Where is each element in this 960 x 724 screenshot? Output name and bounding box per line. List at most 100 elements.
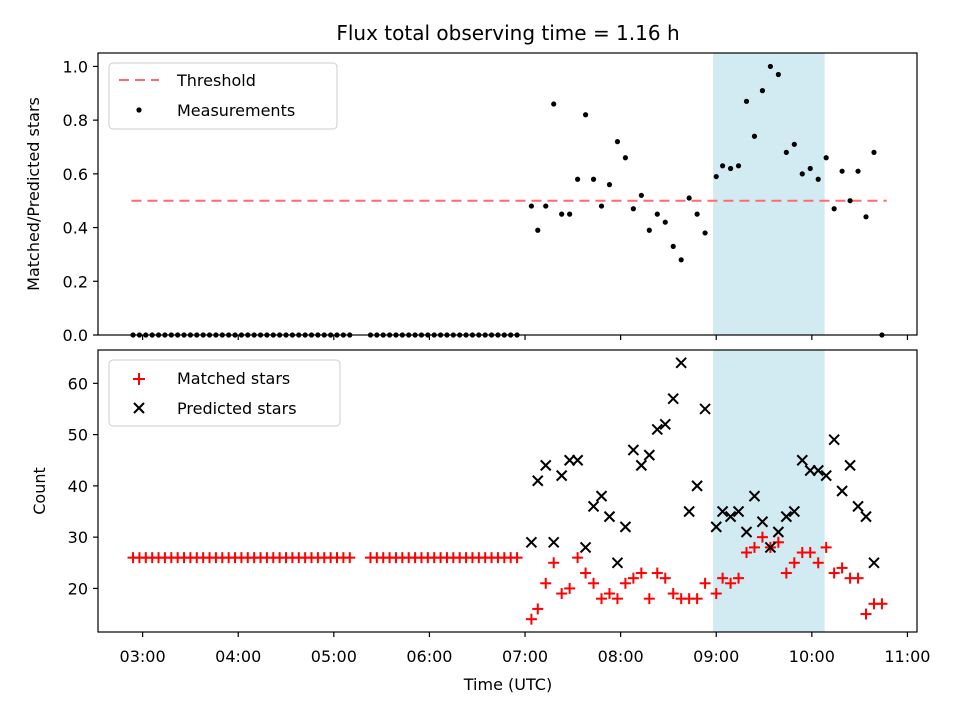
measurement-point <box>654 211 660 217</box>
predicted-star-point <box>643 449 656 461</box>
measurement-point <box>551 101 557 107</box>
predicted-star-point <box>635 459 648 472</box>
matched-star-point <box>540 577 552 589</box>
predicted-star-point <box>788 505 801 518</box>
measurement-point <box>622 155 629 161</box>
matched-star-point <box>603 588 615 600</box>
matched-star-point <box>699 577 711 589</box>
measurement-point <box>831 206 837 212</box>
top-legend: Threshold Measurements <box>108 62 338 130</box>
measurement-point <box>791 141 797 147</box>
top-highlight-region <box>713 53 825 335</box>
legend-predicted-swatch <box>133 402 145 414</box>
matched-star-point <box>725 577 737 589</box>
matched-star-point <box>828 567 840 579</box>
measurement-point <box>713 173 719 180</box>
predicted-star-point <box>812 464 824 477</box>
top-y-tick-label: 1.0 <box>63 57 88 76</box>
matched-star-point <box>710 588 722 600</box>
bottom-legend-box <box>108 359 341 427</box>
matched-star-point <box>580 567 592 579</box>
bottom-legend: Matched stars Predicted stars <box>108 359 341 427</box>
predicted-star-point <box>772 526 785 538</box>
predicted-star-point <box>683 505 695 518</box>
bottom-y-tick-label: 50 <box>68 426 88 445</box>
measurement-point <box>575 176 581 182</box>
predicted-star-point <box>844 459 856 472</box>
legend-matched-label: Matched stars <box>177 369 290 388</box>
predicted-star-point <box>579 541 592 554</box>
matched-star-point <box>556 588 568 600</box>
predicted-star-point <box>868 557 880 569</box>
predicted-star-point <box>595 490 608 502</box>
measurement-point <box>598 203 605 209</box>
measurement-point <box>751 133 758 139</box>
measurement-point <box>662 219 668 225</box>
predicted-star-point <box>764 541 777 554</box>
matched-star-point <box>588 577 600 589</box>
matched-star-point <box>836 562 848 574</box>
matched-star-point <box>804 547 816 559</box>
matched-star-point <box>619 577 631 589</box>
predicted-star-point <box>548 536 560 548</box>
bottom-axes: 03:00 04:00 05:00 06:00 07:00 08:00 09:00 10:00… <box>30 349 930 694</box>
predicted-star-point <box>540 459 552 472</box>
predicted-star-point <box>667 393 679 405</box>
measurement-point <box>807 165 813 172</box>
matched-star-point <box>344 552 356 564</box>
matched-star-point <box>572 552 584 564</box>
top-y-axis-label: Matched/Predicted stars <box>24 97 43 291</box>
matched-star-point <box>748 541 760 553</box>
predicted-star-point <box>525 536 538 548</box>
matched-star-point <box>756 531 768 543</box>
predicted-star-point <box>611 557 624 569</box>
x-tick-label: 06:00 <box>406 647 452 666</box>
chart-title: Flux total observing time = 1.16 h <box>336 21 679 45</box>
matched-star-point <box>717 572 729 584</box>
measurement-point <box>535 227 541 233</box>
x-axis-label: Time (UTC) <box>463 675 552 694</box>
bottom-y-tick-label: 30 <box>68 528 88 547</box>
bottom-axes-frame <box>97 349 918 633</box>
matched-star-point <box>733 572 745 584</box>
measurement-point <box>775 71 781 78</box>
bottom-y-tick-label: 20 <box>68 579 88 598</box>
measurement-point <box>799 171 805 177</box>
measurement-point <box>567 211 573 217</box>
matched-star-point <box>635 567 647 579</box>
legend-measurements-swatch <box>136 107 142 113</box>
predicted-star-point <box>651 423 663 436</box>
matched-star-point <box>548 557 560 569</box>
x-tick-label: 09:00 <box>693 647 739 666</box>
predicted-star-point <box>836 485 848 497</box>
matched-star-point <box>596 593 608 605</box>
bottom-y-tick-label: 40 <box>68 477 88 496</box>
matched-star-point <box>651 567 663 579</box>
top-axes-frame <box>97 52 918 336</box>
predicted-star-point <box>619 521 632 533</box>
bottom-y-tick-label: 60 <box>68 374 88 393</box>
predicted-star-point <box>627 444 640 456</box>
measurement-point <box>638 192 644 198</box>
legend-predicted-label: Predicted stars <box>177 399 297 418</box>
measurement-point <box>590 176 597 182</box>
predicted-star-point <box>852 500 864 513</box>
measurement-point <box>678 257 684 263</box>
predicted-star-point <box>820 469 832 482</box>
measurement-point <box>702 230 708 236</box>
matched-star-point <box>852 572 864 584</box>
x-tick-label: 05:00 <box>311 647 357 666</box>
measurement-point <box>759 88 766 94</box>
measurement-point <box>767 63 774 70</box>
predicted-star-point <box>828 434 840 446</box>
legend-matched-swatch <box>133 373 145 385</box>
measurement-point <box>720 163 726 169</box>
measurement-point <box>670 243 676 249</box>
predicted-star-point <box>740 526 753 538</box>
measurement-point <box>559 211 565 217</box>
predicted-star-point <box>699 403 711 415</box>
matched-star-point <box>564 582 576 594</box>
measurement-point <box>582 112 589 118</box>
measurement-point <box>823 155 829 161</box>
